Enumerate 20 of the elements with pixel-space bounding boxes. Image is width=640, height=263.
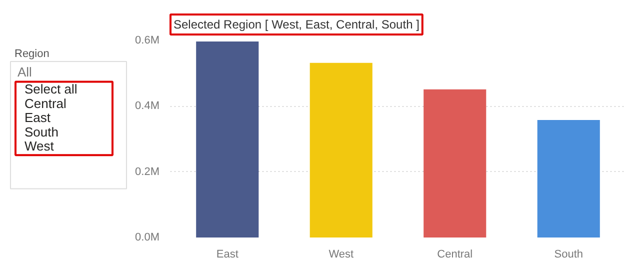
bar [424,89,486,238]
text: South [24,124,58,140]
bar [310,62,372,238]
bar [196,41,259,238]
y-tick-label: 0.0M [135,232,160,244]
text: West [24,138,54,154]
text: Central [24,96,67,111]
text: East [24,110,51,126]
text: All [18,64,32,80]
text: Region [14,48,50,60]
x-tick-label: South [554,248,583,260]
x-tick-label: Central [437,248,473,260]
chart-title: Selected Region [ West, East, Central, South ] [174,18,420,32]
x-tick-label: West [328,248,354,260]
bar [537,120,600,238]
text: Select all [24,82,78,97]
y-tick-label: 0.6M [135,34,160,46]
y-tick-label: 0.4M [135,100,160,112]
x-tick-label: East [216,248,238,260]
y-tick-label: 0.2M [135,166,160,178]
